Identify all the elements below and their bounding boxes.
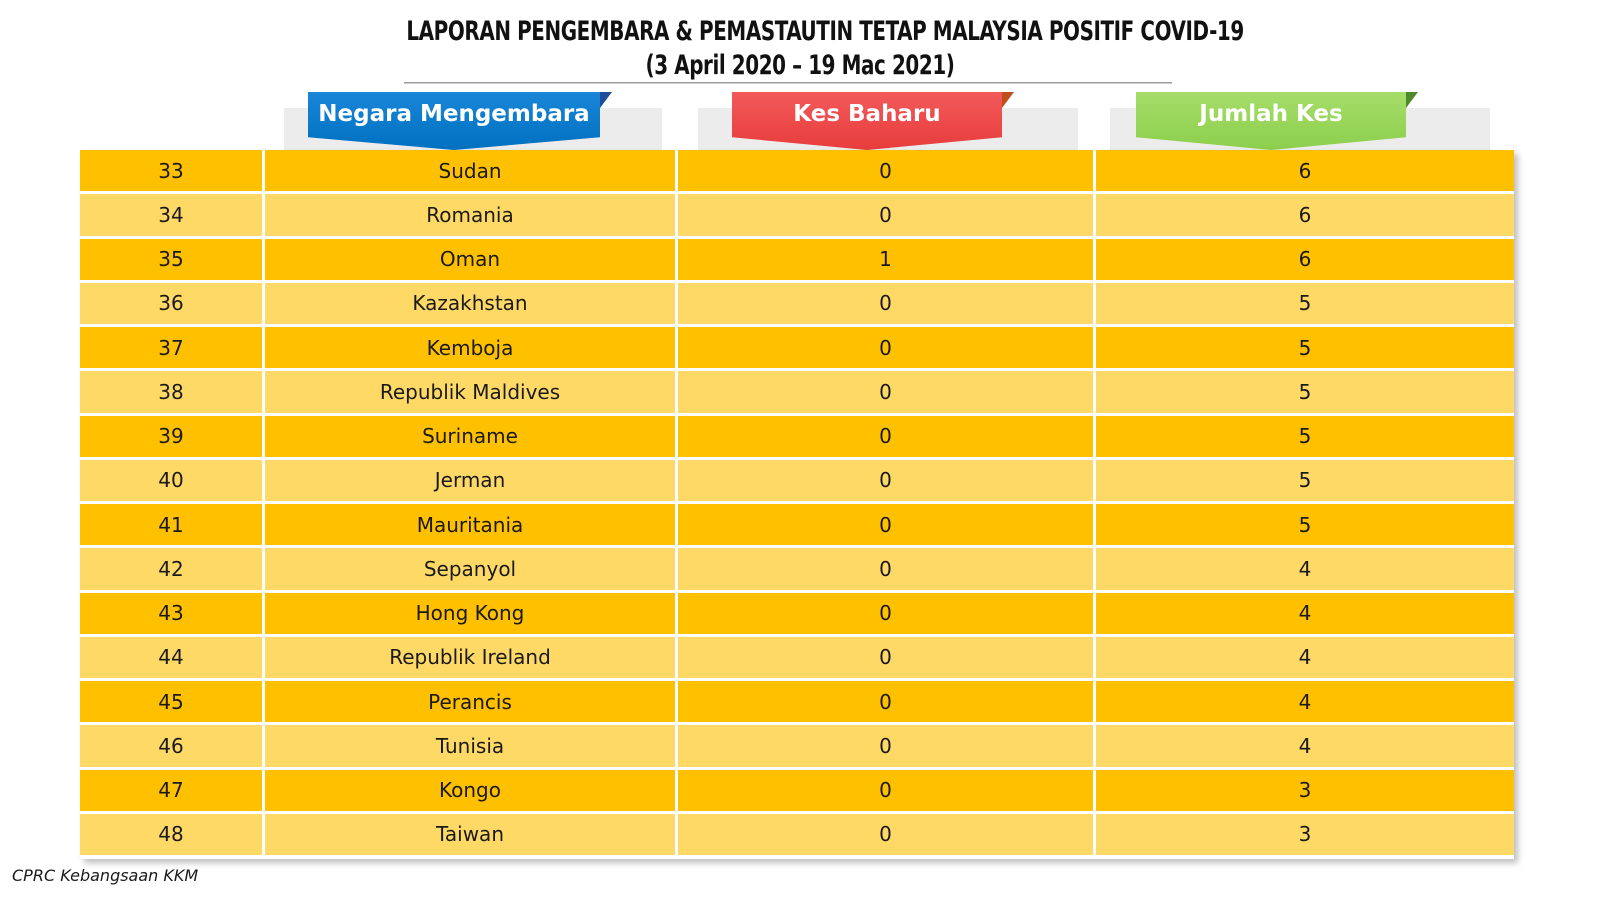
new-cases-cell: 0	[678, 194, 1096, 236]
table-row: 40 Jerman 0 5	[80, 459, 1514, 501]
new-cases-cell: 0	[678, 681, 1096, 723]
row-number-cell: 38	[80, 371, 265, 413]
country-cell: Taiwan	[265, 813, 678, 855]
country-cell: Suriname	[265, 415, 678, 457]
ribbon-fold-total	[1406, 92, 1418, 108]
row-number-cell: 34	[80, 194, 265, 236]
new-cases-cell: 0	[678, 636, 1096, 678]
total-cases-cell: 6	[1096, 238, 1514, 280]
country-cell: Sudan	[265, 150, 678, 192]
row-number-cell: 36	[80, 282, 265, 324]
row-number-cell: 46	[80, 725, 265, 767]
table-row: 41 Mauritania 0 5	[80, 504, 1514, 546]
new-cases-cell: 0	[678, 548, 1096, 590]
total-cases-cell: 6	[1096, 150, 1514, 192]
new-cases-cell: 0	[678, 371, 1096, 413]
row-number-cell: 42	[80, 548, 265, 590]
row-number-cell: 44	[80, 636, 265, 678]
new-cases-cell: 0	[678, 327, 1096, 369]
country-cell: Republik Ireland	[265, 636, 678, 678]
country-cell: Kazakhstan	[265, 282, 678, 324]
new-cases-cell: 0	[678, 504, 1096, 546]
country-cell: Oman	[265, 238, 678, 280]
row-number-cell: 35	[80, 238, 265, 280]
new-cases-cell: 0	[678, 150, 1096, 192]
ribbon-fold-country	[600, 92, 612, 108]
row-number-cell: 41	[80, 504, 265, 546]
country-cell: Sepanyol	[265, 548, 678, 590]
row-number-cell: 37	[80, 327, 265, 369]
country-cell: Romania	[265, 194, 678, 236]
table-row: 48 Taiwan 0 3	[80, 813, 1514, 855]
new-cases-cell: 0	[678, 459, 1096, 501]
table-row: 38 Republik Maldives 0 5	[80, 371, 1514, 413]
table-row: 46 Tunisia 0 4	[80, 725, 1514, 767]
row-number-cell: 45	[80, 681, 265, 723]
total-cases-cell: 4	[1096, 548, 1514, 590]
table-row: 34 Romania 0 6	[80, 194, 1514, 236]
table-row: 42 Sepanyol 0 4	[80, 548, 1514, 590]
total-cases-cell: 5	[1096, 504, 1514, 546]
total-cases-cell: 5	[1096, 327, 1514, 369]
total-cases-cell: 4	[1096, 681, 1514, 723]
country-cell: Hong Kong	[265, 592, 678, 634]
title-divider	[404, 82, 1172, 84]
country-cell: Mauritania	[265, 504, 678, 546]
row-number-cell: 40	[80, 459, 265, 501]
country-cell: Kemboja	[265, 327, 678, 369]
new-cases-cell: 0	[678, 282, 1096, 324]
report-title: LAPORAN PENGEMBARA & PEMASTAUTIN TETAP M…	[406, 16, 1244, 47]
total-cases-cell: 4	[1096, 592, 1514, 634]
column-header-total-cases: Jumlah Kes	[1136, 92, 1406, 150]
new-cases-cell: 0	[678, 813, 1096, 855]
country-cell: Perancis	[265, 681, 678, 723]
total-cases-cell: 5	[1096, 415, 1514, 457]
cases-table: 33 Sudan 0 6 34 Romania 0 6 35 Oman 1 6 36 Kazakhstan…	[80, 150, 1514, 859]
new-cases-cell: 0	[678, 415, 1096, 457]
table-row: 39 Suriname 0 5	[80, 415, 1514, 457]
table-row: 36 Kazakhstan 0 5	[80, 282, 1514, 324]
report-date-range: (3 April 2020 – 19 Mac 2021)	[645, 50, 955, 81]
row-number-cell: 47	[80, 769, 265, 811]
total-cases-cell: 5	[1096, 459, 1514, 501]
table-row: 43 Hong Kong 0 4	[80, 592, 1514, 634]
table-row: 35 Oman 1 6	[80, 238, 1514, 280]
country-cell: Jerman	[265, 459, 678, 501]
total-cases-cell: 4	[1096, 636, 1514, 678]
new-cases-cell: 0	[678, 725, 1096, 767]
source-credit: CPRC Kebangsaan KKM	[12, 866, 199, 885]
row-number-cell: 43	[80, 592, 265, 634]
table-row: 44 Republik Ireland 0 4	[80, 636, 1514, 678]
total-cases-cell: 4	[1096, 725, 1514, 767]
country-cell: Kongo	[265, 769, 678, 811]
table-row: 47 Kongo 0 3	[80, 769, 1514, 811]
column-header-country: Negara Mengembara	[308, 92, 600, 150]
table-row: 33 Sudan 0 6	[80, 150, 1514, 192]
total-cases-cell: 5	[1096, 371, 1514, 413]
new-cases-cell: 0	[678, 769, 1096, 811]
total-cases-cell: 6	[1096, 194, 1514, 236]
table-row: 45 Perancis 0 4	[80, 681, 1514, 723]
row-number-cell: 33	[80, 150, 265, 192]
total-cases-cell: 5	[1096, 282, 1514, 324]
new-cases-cell: 0	[678, 592, 1096, 634]
ribbon-fold-new	[1002, 92, 1014, 108]
new-cases-cell: 1	[678, 238, 1096, 280]
country-cell: Republik Maldives	[265, 371, 678, 413]
total-cases-cell: 3	[1096, 813, 1514, 855]
total-cases-cell: 3	[1096, 769, 1514, 811]
row-number-cell: 39	[80, 415, 265, 457]
column-header-new-cases: Kes Baharu	[732, 92, 1002, 150]
row-number-cell: 48	[80, 813, 265, 855]
table-row: 37 Kemboja 0 5	[80, 327, 1514, 369]
country-cell: Tunisia	[265, 725, 678, 767]
